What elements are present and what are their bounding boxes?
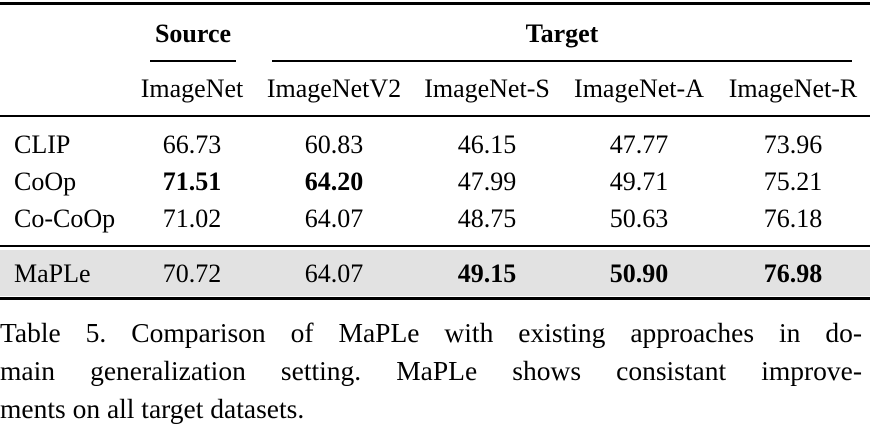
table-cell: 49.71 (609, 167, 669, 196)
caption-line: ments on all target datasets. (0, 393, 305, 424)
header-rule (0, 115, 870, 117)
column-header: ImageNet-S (424, 74, 550, 103)
column-header: ImageNet-R (728, 74, 858, 103)
table-cell-best: 64.20 (304, 167, 364, 196)
method-label: CLIP (14, 130, 71, 159)
target-group-rule (272, 60, 852, 62)
source-group-header: Source (154, 19, 232, 48)
table-cell: 46.15 (457, 130, 517, 159)
column-header: ImageNetV2 (266, 74, 402, 103)
method-label: Co-CoOp (14, 204, 116, 233)
method-label: CoOp (14, 167, 77, 196)
table-cell: 73.96 (763, 130, 823, 159)
table-cell-best: 76.98 (763, 259, 823, 288)
table-cell-best: 50.90 (609, 259, 669, 288)
table-caption: Table 5. Comparison of MaPLe with existi… (0, 314, 862, 428)
top-rule (0, 2, 870, 5)
table-cell-best: 71.51 (162, 167, 222, 196)
table-cell: 47.77 (609, 130, 669, 159)
table-cell: 66.73 (162, 130, 222, 159)
table-cell: 48.75 (457, 204, 517, 233)
source-group-rule (150, 60, 236, 62)
bottom-rule (0, 297, 870, 300)
method-label: MaPLe (14, 259, 91, 288)
table-cell: 71.02 (162, 204, 222, 233)
highlight-row-background (0, 250, 870, 296)
table-cell: 70.72 (162, 259, 222, 288)
table-cell: 60.83 (304, 130, 364, 159)
mid-rule (0, 245, 870, 247)
table-cell: 47.99 (457, 167, 517, 196)
table-cell: 76.18 (763, 204, 823, 233)
table-cell-best: 49.15 (457, 259, 517, 288)
table-cell: 75.21 (763, 167, 823, 196)
table-cell: 50.63 (609, 204, 669, 233)
table-cell: 64.07 (304, 259, 364, 288)
caption-line: main generalization setting. MaPLe shows… (0, 355, 862, 386)
column-header: ImageNet-A (574, 74, 704, 103)
table-cell: 64.07 (304, 204, 364, 233)
target-group-header: Target (525, 19, 599, 48)
column-header: ImageNet (140, 74, 244, 103)
caption-line: Table 5. Comparison of MaPLe with existi… (0, 317, 862, 348)
